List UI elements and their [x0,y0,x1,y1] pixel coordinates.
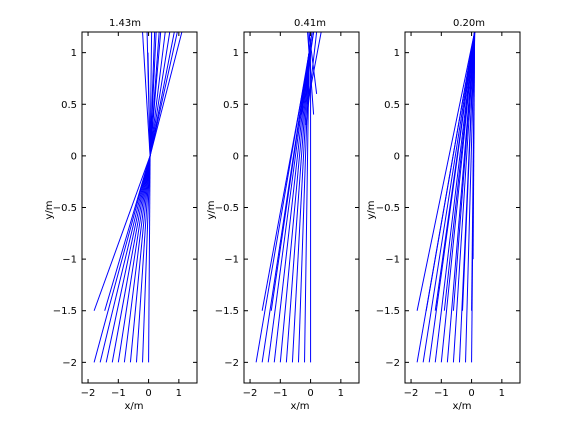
x-tick-label: −2 [243,388,258,399]
series-line-12 [104,155,151,311]
subplot-3-series [416,31,476,363]
y-tick-label: −1 [62,255,77,266]
series-line-21 [142,31,151,156]
subplot-1: 1.43m x/m y/m −2 −1 0 1 −2 −1.5 −1 −0.5 0 0.5 1 [44,18,198,412]
y-tick-label: 0 [233,151,239,162]
series-line-12 [270,31,313,311]
subplot-2-title: 0.41m [294,18,326,29]
series-line-17 [308,31,318,95]
series-line-15 [301,31,315,115]
subplot-3-title: 0.20m [453,18,485,29]
y-tick-label: −0.5 [53,203,77,214]
series-line-16 [307,31,315,115]
series-line-25 [149,31,160,156]
x-tick-label: −2 [404,388,419,399]
series-line-4 [111,155,151,363]
x-tick-label: 0 [145,388,151,399]
series-line-3 [105,155,151,363]
subplot-2-ylabel: y/m [206,200,217,219]
series-line-9 [142,155,151,363]
series-line-5 [279,52,310,363]
series-line-16 [462,31,476,311]
series-line-15 [452,31,476,311]
y-tick-label: −2 [224,358,239,369]
series-line-18 [472,31,476,260]
y-tick-label: −1 [385,255,400,266]
y-tick-label: −0.5 [376,203,400,214]
x-tick-label: −1 [434,388,449,399]
y-tick-label: 0 [71,151,77,162]
series-line-14 [307,31,322,105]
series-line-13 [149,31,153,156]
series-line-5 [117,155,151,363]
series-line-19 [149,31,178,156]
x-tick-label: 1 [499,388,505,399]
series-line-2 [422,31,476,363]
subplot-1-title: 1.43m [109,18,141,29]
series-line-8 [135,155,151,363]
subplot-2-series [255,31,322,363]
y-tick-label: 0 [394,151,400,162]
series-line-2 [99,155,151,363]
series-line-3 [267,52,310,363]
series-line-11 [93,155,151,311]
y-tick-label: 0.5 [61,100,77,111]
series-line-1 [93,155,151,363]
series-line-20 [149,31,183,157]
x-tick-label: 1 [338,388,344,399]
y-tick-label: 0.5 [223,100,239,111]
series-line-7 [452,31,476,363]
subplot-3-xlabel: x/m [452,401,471,412]
y-tick-label: 0.5 [384,100,400,111]
y-tick-label: −2 [62,358,77,369]
series-line-23 [147,52,151,156]
series-line-7 [291,52,310,363]
y-tick-label: −1.5 [53,306,77,317]
series-line-7 [129,155,151,363]
subplot-2: 0.41m x/m y/m −2 −1 0 1 −2 −1.5 −1 −0.5 0 0.5 1 [206,18,360,412]
subplot-1-series [93,31,183,363]
series-line-24 [149,31,156,156]
y-tick-label: 1 [394,48,400,59]
y-tick-label: −1 [224,255,239,266]
subplot-1-xlabel: x/m [124,401,143,412]
series-line-4 [434,31,476,363]
series-line-13 [434,31,476,311]
y-tick-label: −0.5 [215,203,239,214]
y-tick-label: −1.5 [215,306,239,317]
subplot-3: 0.20m x/m y/m −2 −1 0 1 −2 −1.5 −1 −0.5 0 0.5 1 [366,18,521,412]
subplot-1-ylabel: y/m [44,200,55,219]
series-line-9 [465,31,476,363]
x-tick-label: −2 [81,388,96,399]
series-line-17 [149,31,171,156]
y-tick-label: −1.5 [376,306,400,317]
x-tick-label: −1 [111,388,126,399]
x-tick-label: 0 [307,388,313,399]
subplot-2-xlabel: x/m [290,401,309,412]
series-line-11 [416,31,476,311]
y-tick-label: 1 [71,48,77,59]
x-tick-label: 0 [468,388,474,399]
subplot-3-ylabel: y/m [366,200,377,219]
series-line-14 [443,31,476,311]
series-line-16 [149,31,166,156]
y-tick-label: 1 [233,48,239,59]
series-line-6 [285,52,310,363]
series-line-12 [425,31,476,311]
series-line-10 [148,155,151,363]
series-line-6 [123,155,151,363]
x-tick-label: 1 [176,388,182,399]
series-line-8 [297,52,310,363]
x-tick-label: −1 [273,388,288,399]
y-tick-label: −2 [385,358,400,369]
